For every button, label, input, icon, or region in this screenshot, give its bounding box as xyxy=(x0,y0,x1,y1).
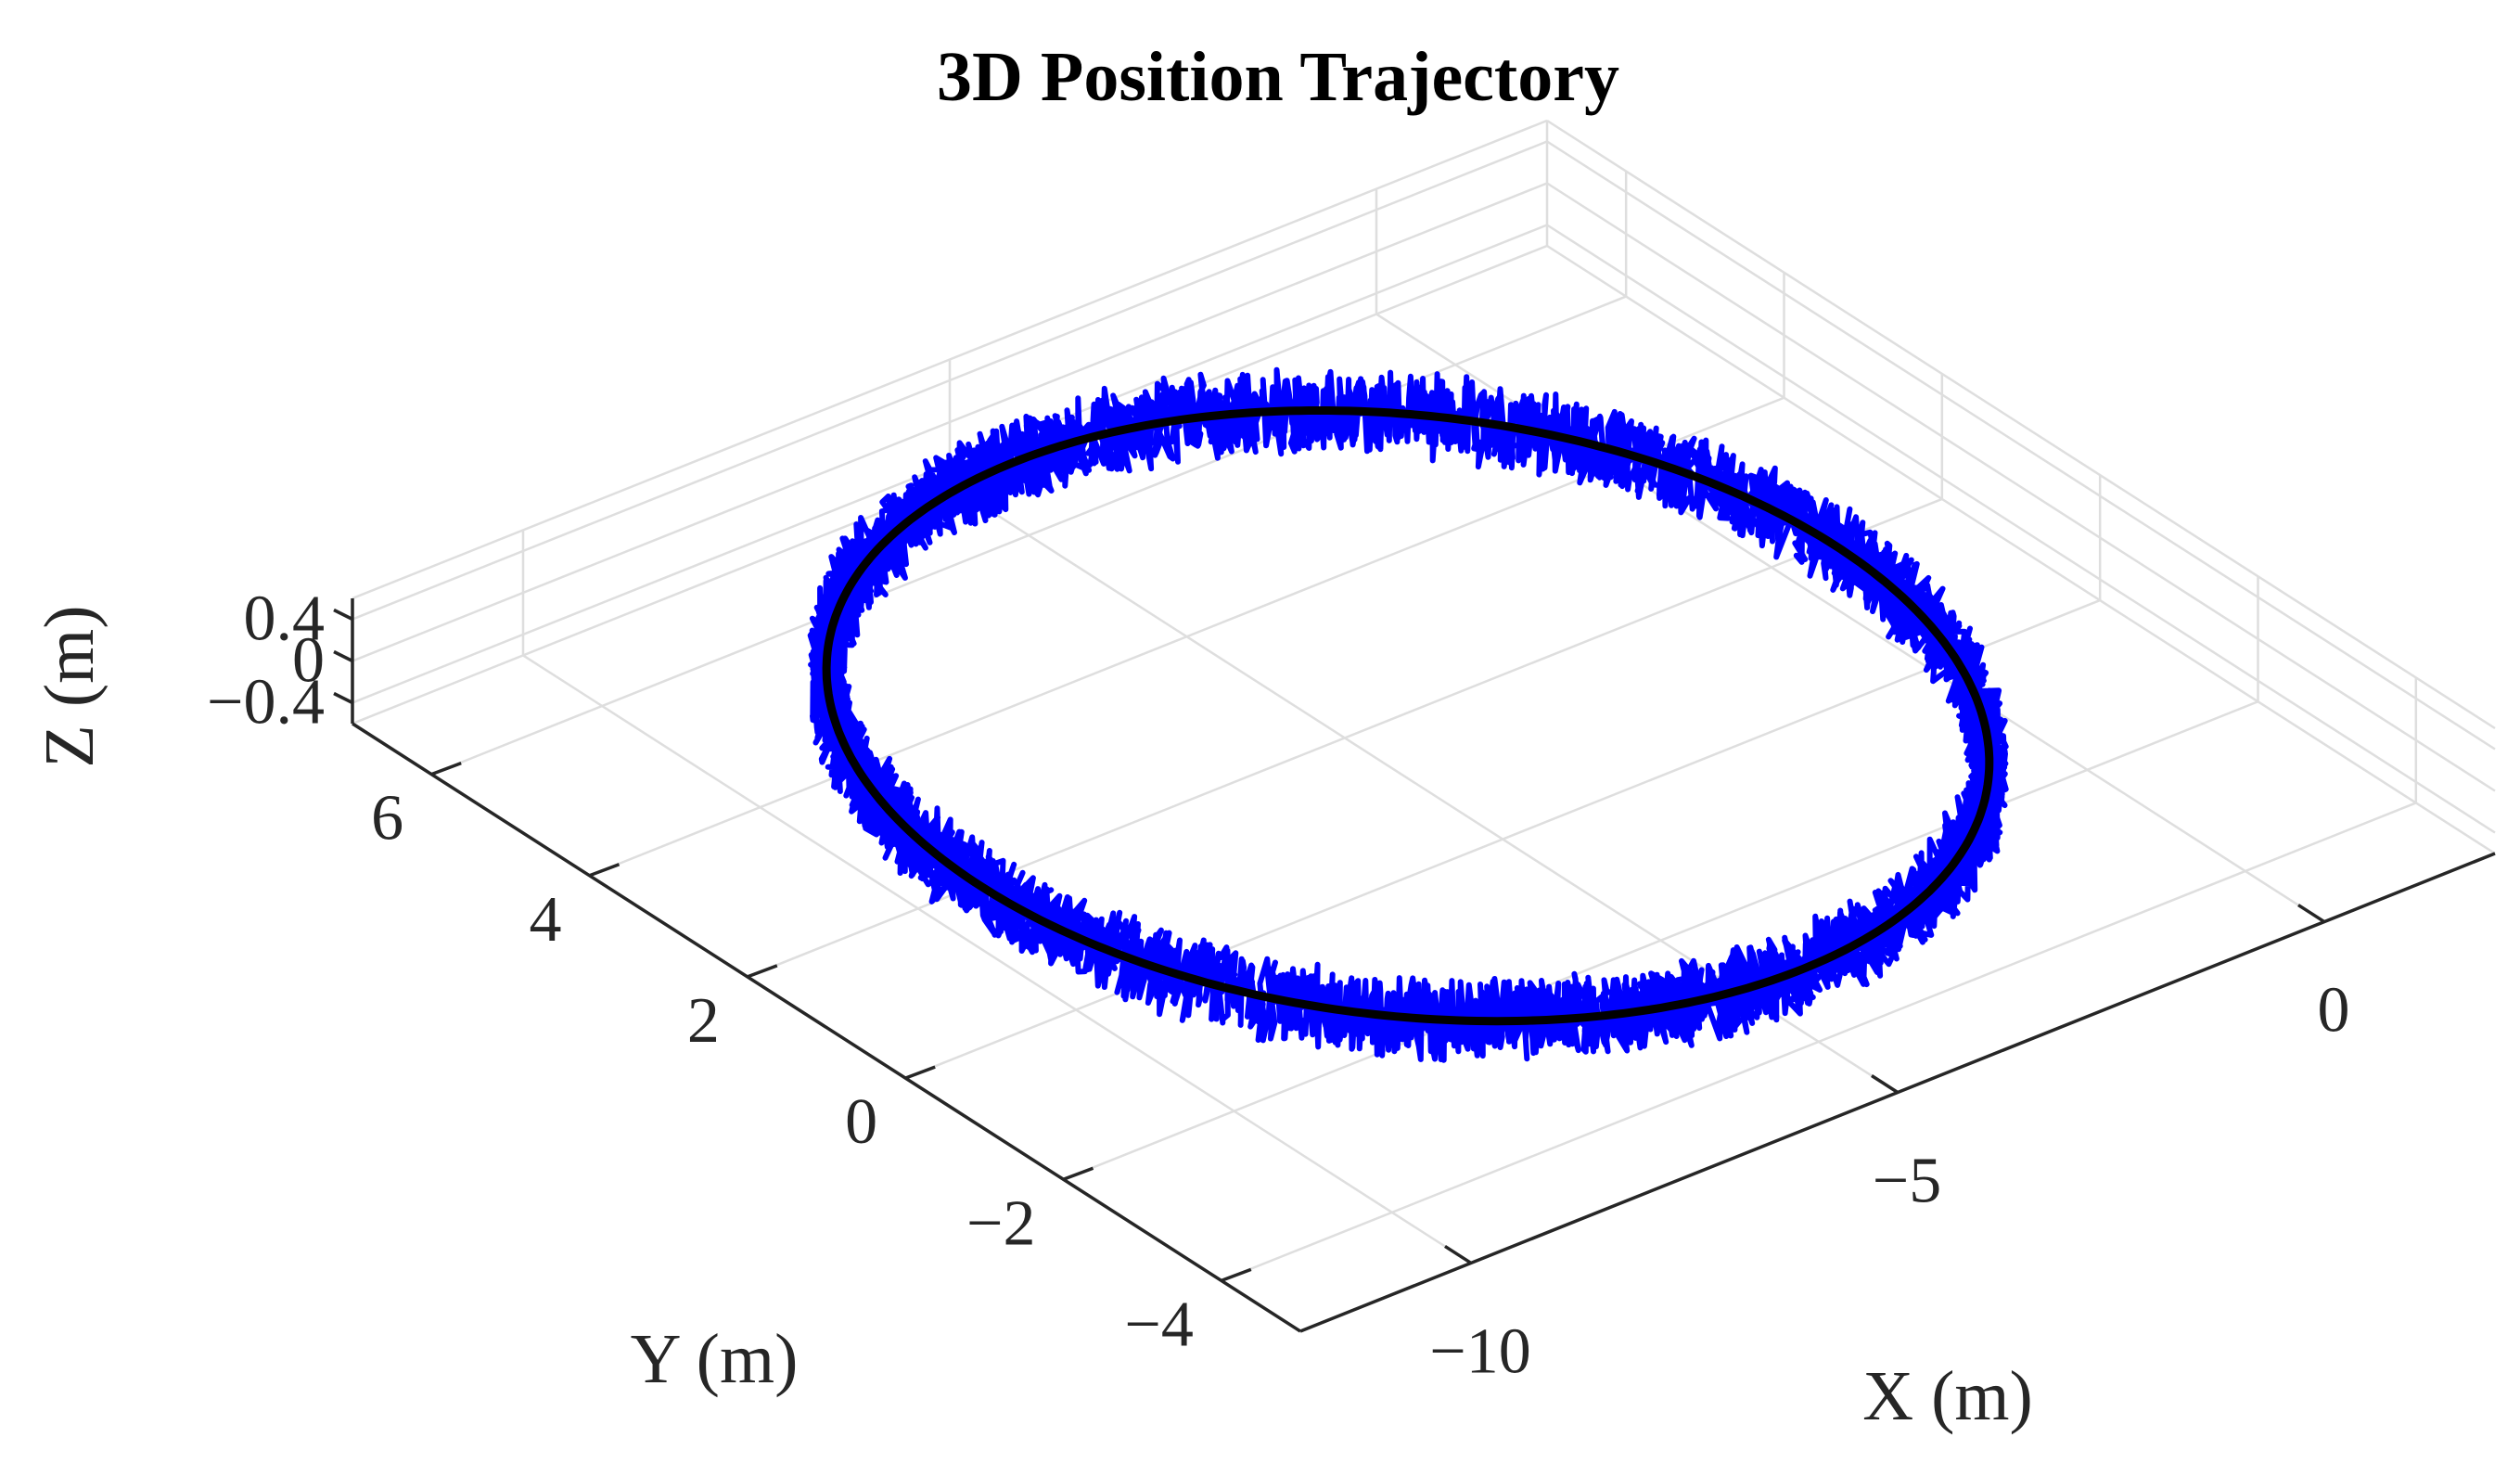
grid-wallx-z-3 xyxy=(1546,244,2496,855)
y-tick-2 xyxy=(904,1065,936,1080)
y-tick-label-1: −2 xyxy=(966,1187,1035,1259)
y-tick-label-2: 0 xyxy=(845,1086,877,1158)
grid-wallx-z-0 xyxy=(1546,224,2496,834)
grid-floor-y-1 xyxy=(1063,700,2258,1181)
grid-wally-z-2 xyxy=(352,140,1548,621)
series-reference-line xyxy=(822,406,1994,1026)
z-tick-0 xyxy=(333,691,353,705)
grid-floor-y-2 xyxy=(904,598,2101,1080)
chart-title: 3D Position Trajectory xyxy=(937,38,1619,116)
y-tick-label-4: 4 xyxy=(530,884,562,956)
y-tick-0 xyxy=(1221,1267,1252,1283)
z-axis-label: Z (m) xyxy=(31,605,109,767)
x-tick-0 xyxy=(1444,1244,1472,1264)
y-tick-4 xyxy=(588,863,620,878)
ticks xyxy=(333,608,2325,1283)
y-tick-5 xyxy=(430,761,462,776)
grid xyxy=(352,119,2496,1282)
grid-wallx-z-2 xyxy=(1546,140,2496,751)
y-tick-label-0: −4 xyxy=(1124,1289,1193,1360)
y-axis-line xyxy=(352,722,1301,1333)
z-tick-2 xyxy=(333,608,353,622)
x-tick-label-1: −5 xyxy=(1873,1146,1941,1217)
grid-wally-z-1 xyxy=(352,182,1548,662)
grid-floor-x-0 xyxy=(522,654,1472,1264)
grid-wallx-z-4 xyxy=(1546,119,2496,730)
y-tick-label-5: 6 xyxy=(371,783,403,854)
y-tick-1 xyxy=(1062,1166,1094,1181)
z-tick-label-0: −0.4 xyxy=(207,667,325,738)
x-tick-2 xyxy=(2297,904,2325,924)
z-tick-label-2: 0.4 xyxy=(244,584,326,655)
x-tick-label-2: 0 xyxy=(2318,975,2350,1046)
grid-floor-y-3 xyxy=(747,497,1943,979)
grid-wallx-z-1 xyxy=(1546,182,2496,792)
series-layer xyxy=(807,366,2009,1063)
grid-wally-z-4 xyxy=(352,119,1548,600)
y-tick-label-3: 2 xyxy=(687,985,720,1057)
y-axis-label: Y (m) xyxy=(631,1320,799,1398)
y-tick-3 xyxy=(747,964,778,979)
grid-floor-y-0 xyxy=(1221,802,2417,1282)
z-tick-label-1: 0 xyxy=(292,625,325,697)
x-axis-label: X (m) xyxy=(1862,1357,2033,1435)
z-tick-1 xyxy=(333,649,353,663)
grid-floor-y-5 xyxy=(430,295,1627,776)
x-tick-label-0: −10 xyxy=(1429,1315,1530,1387)
x-tick-1 xyxy=(1871,1074,1899,1094)
